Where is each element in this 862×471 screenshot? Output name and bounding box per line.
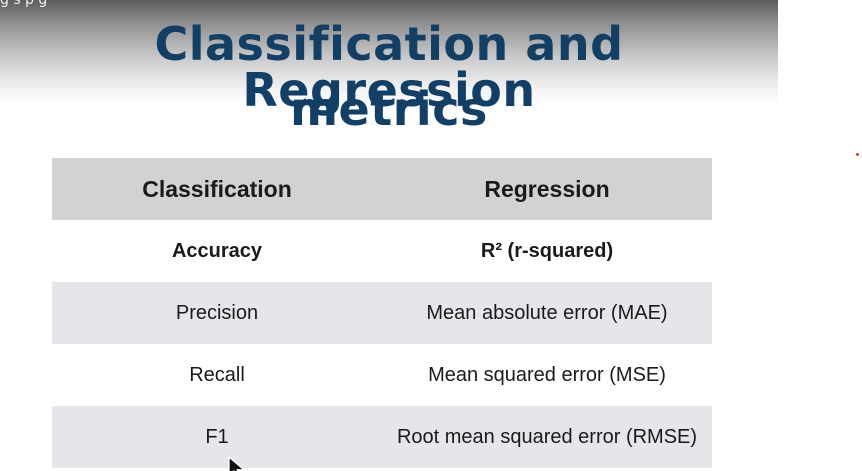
classification-metric-cell: Precision bbox=[52, 282, 382, 344]
table-header-row: Classification Regression bbox=[52, 158, 712, 220]
column-header-regression: Regression bbox=[382, 158, 712, 220]
classification-metric-cell: Accuracy bbox=[171, 239, 263, 262]
metrics-table: Classification Regression Accuracy R² (r… bbox=[52, 158, 712, 468]
regression-metric-cell: Root mean squared error (RMSE) bbox=[382, 406, 712, 468]
video-top-shade bbox=[0, 0, 778, 104]
regression-metric-cell: Mean absolute error (MAE) bbox=[382, 282, 712, 344]
classification-metric-cell: F1 bbox=[52, 406, 382, 468]
column-header-classification: Classification bbox=[52, 158, 382, 220]
table-row: Recall Mean squared error (MSE) bbox=[52, 344, 712, 406]
table-row: Precision Mean absolute error (MAE) bbox=[52, 282, 712, 344]
slide-title-line-1: Classification and Regression bbox=[154, 17, 624, 117]
classification-metric-cell: Recall bbox=[189, 363, 245, 386]
table-row: F1 Root mean squared error (RMSE) bbox=[52, 406, 712, 468]
regression-metric-cell: Mean squared error (MSE) bbox=[428, 363, 666, 386]
regression-metric-cell: R² (r-squared) bbox=[480, 239, 614, 262]
laser-pointer-dot bbox=[856, 153, 859, 156]
slide-title-line-2: metrics bbox=[290, 82, 488, 136]
mouse-pointer-icon bbox=[228, 456, 245, 471]
overlay-caption: g s p g bbox=[0, 0, 48, 8]
table-row: Accuracy R² (r-squared) bbox=[52, 220, 712, 282]
